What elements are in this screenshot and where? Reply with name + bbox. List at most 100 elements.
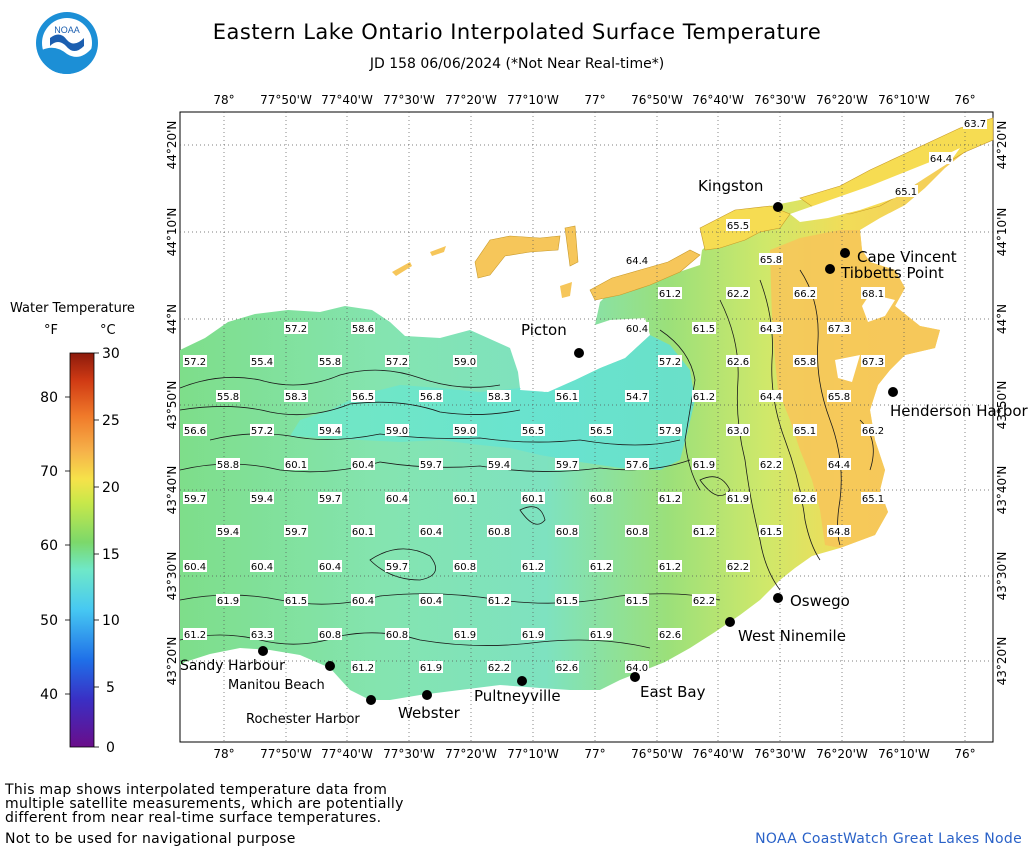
temperature-label: 59.7 xyxy=(420,460,442,471)
temperature-label-bg xyxy=(827,322,851,334)
lat-label: 44°N xyxy=(165,304,179,334)
temperature-label: 61.9 xyxy=(522,630,544,641)
temperature-label-bg xyxy=(692,322,716,334)
temperature-label-bg xyxy=(521,560,545,572)
temperature-label: 60.8 xyxy=(556,527,578,538)
temperature-label: 61.5 xyxy=(760,527,782,538)
lat-label: 43°30'N xyxy=(165,552,179,601)
oswego-marker xyxy=(773,593,783,603)
temperature-label: 60.4 xyxy=(352,596,374,607)
temperature-label: 61.9 xyxy=(420,663,442,674)
temperature-label: 57.9 xyxy=(659,426,681,437)
temperature-label: 61.5 xyxy=(285,596,307,607)
temperature-label: 62.2 xyxy=(488,663,510,674)
colorbar-ticks xyxy=(65,352,99,748)
wolfe-island xyxy=(790,148,960,222)
lon-label: 77°20'W xyxy=(445,747,497,761)
temperature-label-bg xyxy=(284,458,308,470)
temperature-label: 65.5 xyxy=(727,221,749,232)
temperature-label-bg xyxy=(250,560,274,572)
temperature-label: 58.8 xyxy=(217,460,239,471)
map-title: Eastern Lake Ontario Interpolated Surfac… xyxy=(212,20,822,44)
unit-fahrenheit: °F xyxy=(44,323,58,338)
temperature-label-bg xyxy=(487,458,511,470)
temperature-label: 61.2 xyxy=(659,562,681,573)
temperature-label-bg xyxy=(692,594,716,606)
place-label: West Ninemile xyxy=(738,627,846,645)
temperature-label: 66.2 xyxy=(794,289,816,300)
note-line: This map shows interpolated temperature … xyxy=(5,782,388,798)
temperature-label-bg xyxy=(726,424,750,436)
temperature-label-bg xyxy=(487,594,511,606)
temperature-label-bg xyxy=(658,560,682,572)
lat-label: 43°50'N xyxy=(995,381,1009,430)
temperature-label-bg xyxy=(963,117,987,129)
temperature-label-bg xyxy=(385,492,409,504)
temperature-label: 63.0 xyxy=(727,426,749,437)
latitude-labels-right: 44°20'N 44°10'N 44°N 43°50'N 43°40'N 43°… xyxy=(995,121,1009,686)
temperature-label: 61.2 xyxy=(184,630,206,641)
temperature-label: 64.8 xyxy=(828,527,850,538)
temperature-label-bg xyxy=(658,355,682,367)
temperature-label-bg xyxy=(625,322,649,334)
temperature-label: 57.2 xyxy=(285,324,307,335)
temperature-label: 60.8 xyxy=(319,630,341,641)
temperature-label: 59.0 xyxy=(454,357,476,368)
lon-label: 77° xyxy=(584,747,605,761)
temperature-label-bg xyxy=(555,390,579,402)
f-tick: 60 xyxy=(40,538,58,554)
temperature-label: 56.5 xyxy=(590,426,612,437)
temperature-label-bg xyxy=(625,594,649,606)
lon-label: 77°50'W xyxy=(260,747,312,761)
place-markers xyxy=(258,202,898,705)
temperature-label-bg xyxy=(284,525,308,537)
temperature-label: 59.4 xyxy=(217,527,239,538)
temperature-label-bg xyxy=(625,661,649,673)
f-tick: 40 xyxy=(40,687,58,703)
c-tick: 30 xyxy=(102,346,120,362)
temperature-label: 65.8 xyxy=(794,357,816,368)
temperature-label-bg xyxy=(692,458,716,470)
map-subtitle: JD 158 06/06/2024 (*Not Near Real-time*) xyxy=(369,56,665,72)
place-label: Oswego xyxy=(790,592,850,610)
temperature-label-bg xyxy=(419,594,443,606)
lat-label: 44°N xyxy=(995,304,1009,334)
temperature-label-bg xyxy=(625,525,649,537)
temperature-label: 56.1 xyxy=(556,392,578,403)
temperature-label: 57.2 xyxy=(386,357,408,368)
lat-label: 44°10'N xyxy=(165,208,179,257)
temperature-label-bg xyxy=(625,458,649,470)
temperature-label-bg xyxy=(351,594,375,606)
temperature-label-bg xyxy=(419,525,443,537)
legend-title: Water Temperature xyxy=(10,301,135,316)
temperature-label-bg xyxy=(589,560,613,572)
temperature-label-bg xyxy=(419,458,443,470)
manitou-beach-marker xyxy=(325,661,335,671)
temperature-label: 59.4 xyxy=(319,426,341,437)
temperature-label-bg xyxy=(183,355,207,367)
temperature-label: 58.3 xyxy=(285,392,307,403)
temperature-label-bg xyxy=(827,390,851,402)
temperature-label-bg xyxy=(521,492,545,504)
lon-label: 76°50'W xyxy=(631,93,683,107)
noaa-logo: NOAA xyxy=(36,12,98,74)
chaumont-inlet xyxy=(835,355,860,382)
temperature-label: 60.4 xyxy=(386,494,408,505)
c-tick: 0 xyxy=(106,740,115,756)
temperature-label-bg xyxy=(216,594,240,606)
temperature-label: 56.8 xyxy=(420,392,442,403)
temperature-label-bg xyxy=(521,628,545,640)
lat-label: 43°20'N xyxy=(995,637,1009,686)
temperature-label-bg xyxy=(183,424,207,436)
temperature-label: 61.2 xyxy=(659,289,681,300)
c-tick: 15 xyxy=(102,547,120,563)
temperature-label-bg xyxy=(861,492,885,504)
lon-label: 76°10'W xyxy=(878,93,930,107)
temperature-label: 60.4 xyxy=(319,562,341,573)
temperature-label: 65.1 xyxy=(862,494,884,505)
north-bay-inlet xyxy=(564,225,579,267)
temperature-label-bg xyxy=(726,219,750,231)
lon-label: 76°30'W xyxy=(754,747,806,761)
temperature-label-bg xyxy=(589,628,613,640)
temperature-label-bg xyxy=(726,492,750,504)
